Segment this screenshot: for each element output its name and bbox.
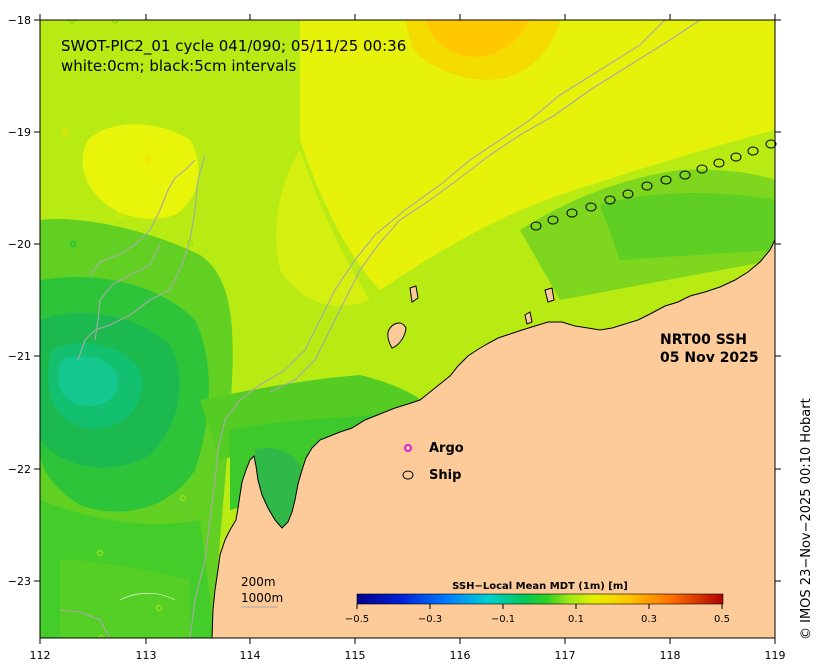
ship-legend-icon [402, 470, 414, 480]
x-tick-label: 117 [555, 649, 576, 662]
depth-legend-200m: 200m [241, 575, 276, 589]
x-tick-label: 115 [345, 649, 366, 662]
colorbar-gradient [356, 593, 724, 605]
colorbar-tick: 0.3 [641, 614, 657, 625]
colorbar-tick: 0.1 [568, 614, 584, 625]
x-tick-label: 118 [660, 649, 681, 662]
x-tick-label: 119 [765, 649, 786, 662]
marker-legend: Argo Ship [402, 441, 464, 483]
argo-legend-label: Argo [429, 441, 464, 456]
x-axis-labels: 112 113 114 115 116 117 118 119 [30, 649, 786, 662]
colorbar: SSH−Local Mean MDT (1m) [m] −0.5 −0.3 −0… [345, 581, 730, 625]
colorbar-tick: −0.1 [491, 614, 515, 625]
ship-legend-label: Ship [429, 468, 461, 483]
plot-frame [39, 19, 776, 639]
argo-floats [40, 20, 194, 638]
ship-track [530, 139, 777, 231]
imos-credit: © IMOS 23−Nov−2025 00:10 Hobart [799, 398, 814, 640]
map-header-title: SWOT-PIC2_01 cycle 041/090; 05/11/25 00:… [61, 37, 406, 56]
y-tick-label: −22 [8, 463, 31, 476]
product-name: NRT00 SSH [660, 332, 747, 348]
map-header-subtitle: white:0cm; black:5cm intervals [61, 57, 297, 75]
x-tick-label: 112 [30, 649, 51, 662]
x-tick-label: 116 [450, 649, 471, 662]
y-tick-label: −19 [8, 126, 31, 139]
product-date: 05 Nov 2025 [660, 350, 759, 366]
x-tick-label: 113 [136, 649, 157, 662]
y-axis-labels: −18 −19 −20 −21 −22 −23 [8, 14, 31, 588]
y-tick-label: −23 [8, 575, 31, 588]
colorbar-title: SSH−Local Mean MDT (1m) [m] [452, 581, 628, 592]
x-tick-label: 114 [240, 649, 261, 662]
isobaths [59, 20, 701, 638]
argo-legend-icon [404, 444, 412, 452]
colorbar-tick: 0.5 [714, 614, 730, 625]
land-mass [211, 239, 775, 638]
axis-ticks [34, 14, 781, 644]
y-tick-label: −21 [8, 350, 31, 363]
y-tick-label: −20 [8, 238, 31, 251]
colorbar-tick: −0.3 [418, 614, 442, 625]
depth-legend-1000m: 1000m [241, 591, 283, 605]
colorbar-tick: −0.5 [345, 614, 369, 625]
y-tick-label: −18 [8, 14, 31, 27]
depth-legend: 200m 1000m [241, 575, 283, 608]
